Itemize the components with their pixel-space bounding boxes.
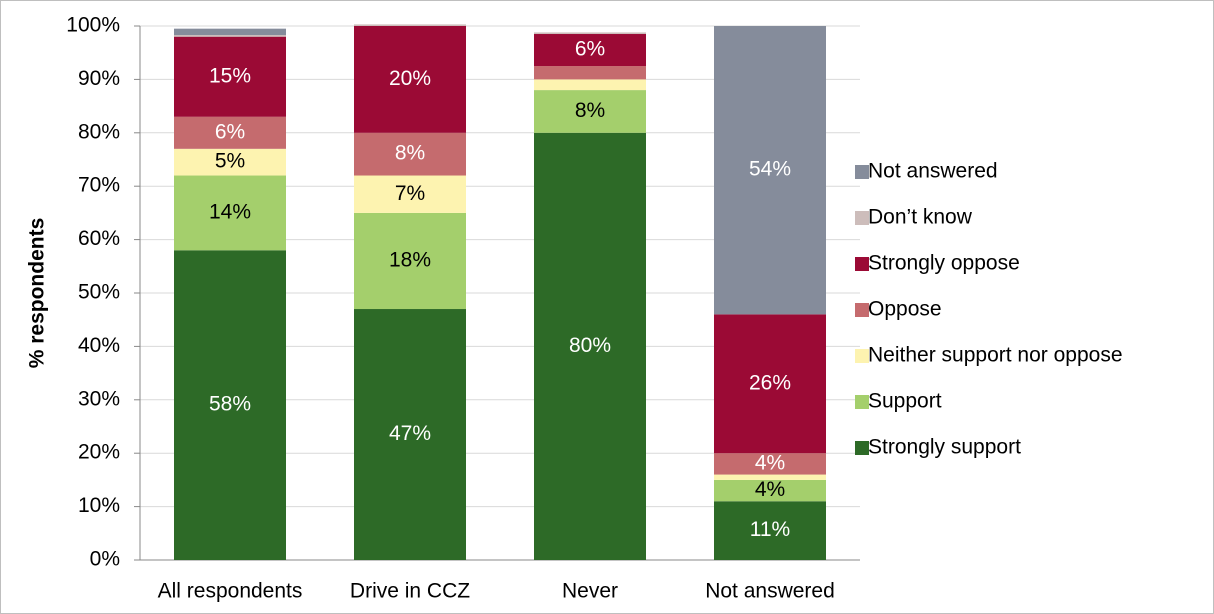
y-tick-label: 30%	[78, 387, 120, 410]
legend-swatch	[855, 211, 869, 225]
data-label: 15%	[209, 64, 251, 87]
bar-segment	[174, 175, 286, 251]
bar-segment	[534, 90, 646, 133]
bar-segment	[174, 28, 286, 36]
y-tick-label: 50%	[78, 281, 120, 304]
bar-segment	[714, 479, 826, 502]
bar-segment	[174, 36, 286, 117]
bar-segment	[354, 175, 466, 213]
bar-segment	[174, 116, 286, 149]
bar-segment	[174, 35, 286, 37]
data-label: 20%	[389, 67, 431, 90]
data-label: 4%	[755, 478, 785, 501]
bar-segment	[714, 453, 826, 475]
bar-segment	[534, 34, 646, 67]
x-tick-label: Never	[562, 580, 618, 603]
bar-segment	[174, 250, 286, 560]
legend-label: Strongly oppose	[868, 252, 1020, 275]
data-label: 58%	[209, 393, 251, 416]
y-tick-label: 40%	[78, 334, 120, 357]
legend-label: Support	[868, 390, 942, 413]
legend-swatch	[855, 441, 869, 455]
data-label: 47%	[389, 422, 431, 445]
bar-segment	[354, 132, 466, 176]
data-label: 6%	[575, 38, 605, 61]
data-label: 14%	[209, 200, 251, 223]
bar-segment	[714, 474, 826, 480]
data-label: 11%	[750, 518, 790, 541]
data-label: 18%	[389, 249, 431, 272]
y-tick-label: 20%	[78, 441, 120, 464]
bar-segment	[714, 501, 826, 560]
bar-segment	[534, 32, 646, 35]
data-label: 8%	[395, 142, 425, 165]
y-tick-label: 60%	[78, 227, 120, 250]
y-tick-label: 10%	[78, 494, 120, 517]
y-tick-label: 0%	[90, 548, 120, 571]
y-axis-label: % respondents	[26, 218, 49, 369]
y-tick-label: 90%	[78, 67, 120, 90]
data-label: 54%	[749, 158, 791, 181]
data-label: 26%	[749, 371, 791, 394]
bar-segment	[714, 314, 826, 454]
y-tick-label: 100%	[66, 14, 120, 37]
data-label: 7%	[395, 182, 425, 205]
bar-segment	[534, 66, 646, 80]
x-tick-label: All respondents	[158, 580, 303, 603]
legend-swatch	[855, 349, 869, 363]
legend-swatch	[855, 165, 869, 179]
bar-segment	[354, 212, 466, 310]
x-tick-label: Not answered	[705, 580, 835, 603]
bar-segment	[354, 26, 466, 133]
legend-label: Not answered	[868, 160, 998, 183]
bar-segment	[174, 148, 286, 176]
data-label: 5%	[215, 150, 245, 173]
legend-swatch	[855, 257, 869, 271]
legend-label: Don’t know	[868, 206, 973, 229]
legend-label: Strongly support	[868, 436, 1021, 459]
legend-label: Neither support nor oppose	[868, 344, 1123, 367]
data-label: 8%	[575, 99, 605, 122]
legend-swatch	[855, 303, 869, 317]
data-label: 80%	[569, 334, 611, 357]
legend-swatch	[855, 395, 869, 409]
y-tick-label: 70%	[78, 174, 120, 197]
legend-label: Oppose	[868, 298, 942, 321]
data-label: 6%	[215, 120, 245, 143]
x-tick-label: Drive in CCZ	[350, 580, 470, 603]
data-label: 4%	[755, 451, 785, 474]
bar-segment	[714, 26, 826, 315]
bar-segment	[354, 24, 466, 26]
y-tick-label: 80%	[78, 120, 120, 143]
bar-segment	[354, 309, 466, 560]
bar-segment	[534, 79, 646, 91]
bar-segment	[534, 132, 646, 561]
